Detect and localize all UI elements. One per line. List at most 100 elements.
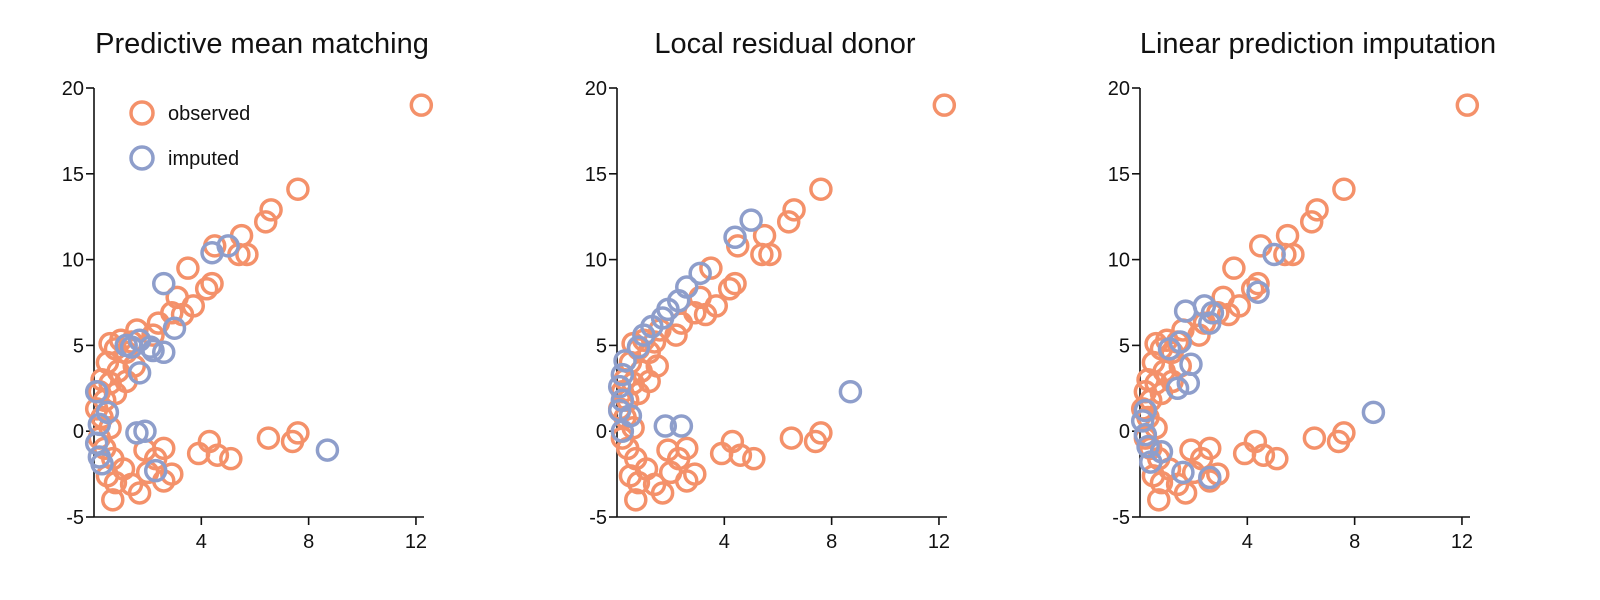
observed-point <box>1332 421 1356 445</box>
panel-linear-prediction-imputation: Linear prediction imputation -5 0 5 10 15 20 4… <box>1046 0 1566 600</box>
imputed-point <box>162 316 187 340</box>
observed-point <box>1198 436 1222 461</box>
observed-point <box>728 443 753 467</box>
observed-point <box>286 421 310 445</box>
imputed-point <box>1246 280 1270 304</box>
imputed-point <box>626 335 651 359</box>
panel-local-residual-donor: Local residual donor -5 0 5 10 15 20 4 8 12 <box>523 0 1043 600</box>
y-tick-label: 15 <box>62 164 84 186</box>
observed-point <box>932 93 957 117</box>
observed-point <box>409 93 434 117</box>
imputed-point <box>152 340 176 365</box>
imputed-point <box>688 261 712 286</box>
imputed-point <box>1136 434 1160 459</box>
imputed-point <box>1157 337 1182 361</box>
observed-point <box>809 177 833 201</box>
scatter-plot-lpi: -5 0 5 10 15 20 4 8 12 <box>1108 78 1480 553</box>
observed-point <box>675 436 699 461</box>
observed-point <box>1246 271 1270 296</box>
y-tick-label: 10 <box>585 250 607 272</box>
observed-point <box>650 481 675 505</box>
imputed-point <box>1262 242 1286 267</box>
imputed-point <box>1130 409 1155 433</box>
imputed-point <box>1165 376 1190 401</box>
imputed-point <box>1361 400 1386 425</box>
x-tick-label: 12 <box>1451 531 1473 553</box>
scatter-plot-lrd: -5 0 5 10 15 20 4 8 12 <box>585 78 957 553</box>
y-tick-label: 10 <box>1108 250 1130 272</box>
observed-point <box>699 256 723 280</box>
observed-point <box>1232 441 1257 466</box>
imputed-point <box>90 452 114 476</box>
observed-point <box>235 242 259 267</box>
observed-point <box>186 441 211 466</box>
observed-point <box>127 481 152 505</box>
observed-point <box>709 441 734 466</box>
imputed-point <box>84 379 109 404</box>
observed-point <box>717 277 742 301</box>
imputed-point <box>315 438 340 462</box>
imputed-point <box>610 362 635 387</box>
y-tick-label: -5 <box>589 507 607 529</box>
imputed-point <box>613 349 637 373</box>
imputed-point <box>1198 465 1222 490</box>
observed-point <box>723 271 747 296</box>
observed-point <box>624 488 648 512</box>
imputed-point <box>1133 398 1158 423</box>
observed-point <box>1211 285 1235 310</box>
y-tick-label: 0 <box>73 421 84 443</box>
imputed-point <box>143 458 168 483</box>
imputed-point <box>1133 422 1158 447</box>
imputed-point <box>723 225 747 250</box>
observed-point <box>664 323 688 347</box>
observed-point <box>253 210 278 234</box>
observed-point <box>101 488 125 512</box>
y-tick-label: 15 <box>585 164 607 186</box>
observed-point <box>1275 223 1300 248</box>
observed-point <box>782 198 806 222</box>
x-tick-label: 4 <box>719 531 730 553</box>
imputed-point <box>632 323 656 347</box>
observed-point <box>286 177 310 201</box>
observed-point <box>1305 198 1329 222</box>
observed-point <box>259 198 283 222</box>
observed-point <box>776 210 801 234</box>
imputed-point <box>739 208 763 232</box>
observed-point <box>750 242 774 267</box>
observed-point <box>1251 443 1276 467</box>
observed-point <box>1332 177 1356 201</box>
panel-predictive-mean-matching: Predictive mean matching -5 0 5 10 15 20 4 8 12 o… <box>0 0 520 600</box>
observed-point <box>200 271 224 296</box>
chart-title: Predictive mean matching <box>95 28 429 60</box>
legend-marker-imputed <box>129 145 155 171</box>
y-tick-label: -5 <box>1112 507 1130 529</box>
imputed-point <box>127 361 152 385</box>
observed-point <box>1265 446 1289 471</box>
x-tick-label: 4 <box>196 531 207 553</box>
observed-point <box>141 323 165 347</box>
y-tick-label: 0 <box>596 421 607 443</box>
y-tick-label: 10 <box>62 250 84 272</box>
observed-point <box>779 426 804 450</box>
x-tick-label: 8 <box>1349 531 1360 553</box>
x-tick-label: 8 <box>303 531 314 553</box>
x-tick-label: 8 <box>826 531 837 553</box>
imputed-point <box>114 333 138 358</box>
y-tick-label: 20 <box>62 78 84 100</box>
y-tick-label: 20 <box>1108 78 1130 100</box>
observed-point <box>675 469 699 493</box>
imputed-point <box>669 414 694 438</box>
observed-point <box>165 285 189 310</box>
observed-point <box>194 277 219 301</box>
imputed-point <box>1149 440 1174 464</box>
imputed-point <box>838 379 863 404</box>
observed-point <box>219 446 243 471</box>
x-tick-label: 12 <box>928 531 950 553</box>
observed-point <box>758 242 782 267</box>
observed-point <box>1147 488 1171 512</box>
observed-point <box>1222 256 1246 280</box>
imputed-point <box>1171 460 1195 485</box>
observed-point <box>176 256 200 280</box>
imputed-point <box>607 374 632 399</box>
observed-point <box>1299 210 1324 234</box>
